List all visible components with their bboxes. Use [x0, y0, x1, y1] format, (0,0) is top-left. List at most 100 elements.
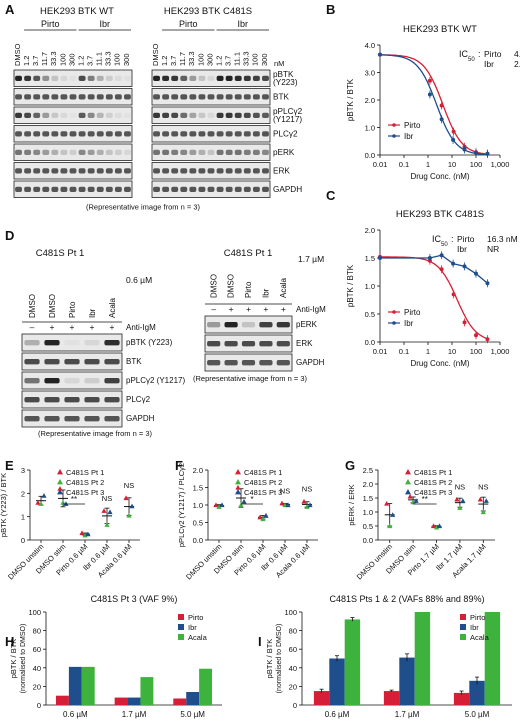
blot-band: [216, 131, 224, 137]
blot-band: [33, 94, 41, 100]
data-point: [384, 501, 390, 506]
blot-band: [243, 75, 251, 82]
data-point: [216, 504, 222, 509]
blot-band: [162, 75, 170, 82]
blot-band: [124, 131, 131, 137]
chart-title: C481S Pts 1 & 2 (VAFs 88% and 89%): [330, 594, 485, 604]
ic50-value: 16.3 nM: [487, 234, 518, 244]
legend-swatch: [178, 614, 184, 620]
y-tick-label: 1.5: [365, 254, 375, 263]
legend-label: Ibr: [404, 132, 414, 141]
blot-band: [162, 131, 170, 137]
blot-label: pBTK (Y223): [126, 338, 173, 347]
blot-label: pERK: [273, 148, 295, 157]
ic50-subscript: 50: [441, 242, 448, 248]
data-point: [213, 502, 219, 508]
blot-label: GAPDH: [273, 185, 302, 194]
blot-band: [216, 168, 224, 174]
y-tick-label: 20: [33, 682, 41, 691]
y-axis-label: pBTK (Y223) / BTK: [0, 473, 8, 537]
lane-label: 11.7: [178, 52, 187, 66]
blot-band: [15, 94, 22, 100]
blot-band: [153, 94, 160, 100]
y-tick-label: 0: [293, 701, 297, 710]
blot-band: [42, 186, 50, 193]
blot-strip: [21, 352, 123, 371]
panel-letter: E: [5, 458, 14, 473]
blot-band: [51, 168, 59, 174]
blot-band: [124, 168, 131, 174]
blot-band: [262, 75, 269, 82]
blot-band: [216, 75, 224, 82]
x-axis-label: Drug Conc. (nM): [410, 172, 469, 181]
legend-label: Ibr: [470, 623, 479, 632]
blot-band: [207, 168, 215, 174]
blot-band: [33, 112, 41, 119]
bar-acala: [81, 666, 95, 705]
data-point: [307, 502, 313, 508]
data-point: [460, 498, 466, 503]
data-point: [451, 261, 456, 266]
blot-strip: [21, 333, 123, 352]
blot-strip: [204, 334, 293, 353]
blot-title: C481S Pt 1: [36, 248, 85, 259]
lane-label: 3.7: [31, 56, 40, 66]
blot-band: [262, 131, 269, 137]
y-tick-label: 0.0: [363, 536, 373, 545]
data-point: [85, 531, 91, 537]
blot-band: [189, 131, 197, 137]
blot-band: [207, 75, 215, 82]
y-tick-label: 2.0: [193, 466, 203, 475]
blot-band: [162, 186, 170, 193]
sig-label: NS: [478, 482, 488, 491]
x-tick-label: 1: [426, 160, 430, 169]
y-tick-label: 80: [289, 627, 297, 636]
blot-band: [64, 339, 80, 346]
blot-band: [44, 396, 60, 403]
blot-band: [180, 75, 188, 82]
blot-band: [15, 75, 22, 82]
blot-band: [252, 186, 260, 193]
blot-band: [51, 131, 59, 137]
data-point: [480, 509, 486, 515]
panel-a: HEK293 BTK WT HEK293 BTK C481S Pirto Ibr DMS…: [13, 6, 303, 212]
blot-strip: [204, 353, 293, 372]
lane-label: 33.3: [49, 51, 58, 66]
blot-strip: [13, 143, 133, 161]
blot-band: [60, 168, 68, 174]
bar-ibr: [127, 697, 141, 705]
blot-band: [153, 186, 160, 193]
blot-strip: [21, 371, 123, 390]
data-point: [485, 151, 490, 156]
blot-band: [96, 75, 104, 82]
chart-title: C481S Pt 3 (VAF 9%): [91, 594, 178, 604]
lane-label: 1.2: [22, 56, 31, 66]
data-point: [477, 496, 483, 502]
lane-label: 1.2: [160, 56, 169, 66]
blot-band: [24, 396, 40, 403]
blot-band: [124, 186, 131, 193]
data-point: [129, 503, 135, 509]
blot-band: [262, 112, 269, 119]
blot-band: [207, 112, 215, 119]
data-point: [427, 78, 432, 83]
y-tick-label: 3.0: [365, 69, 375, 78]
blot-band: [124, 112, 131, 119]
lane-label: 1.2: [214, 56, 223, 66]
chart-title: HEK293 BTK C481S: [396, 209, 484, 220]
y-tick-label: 1.5: [363, 494, 373, 503]
igm-sign: +: [90, 322, 95, 332]
y-tick-label: 4.0: [365, 41, 375, 50]
x-tick-label: DMSO unstim: [355, 542, 394, 581]
blot-band: [78, 131, 86, 137]
blot-band: [105, 75, 113, 82]
blot-band: [24, 339, 40, 346]
legend-marker: [392, 134, 396, 138]
blot-band: [207, 94, 215, 100]
blot-band: [114, 131, 122, 137]
legend-marker: [57, 469, 63, 475]
data-point: [387, 523, 393, 529]
blot-band: [216, 112, 224, 119]
y-tick-label: 2.5: [363, 466, 373, 475]
